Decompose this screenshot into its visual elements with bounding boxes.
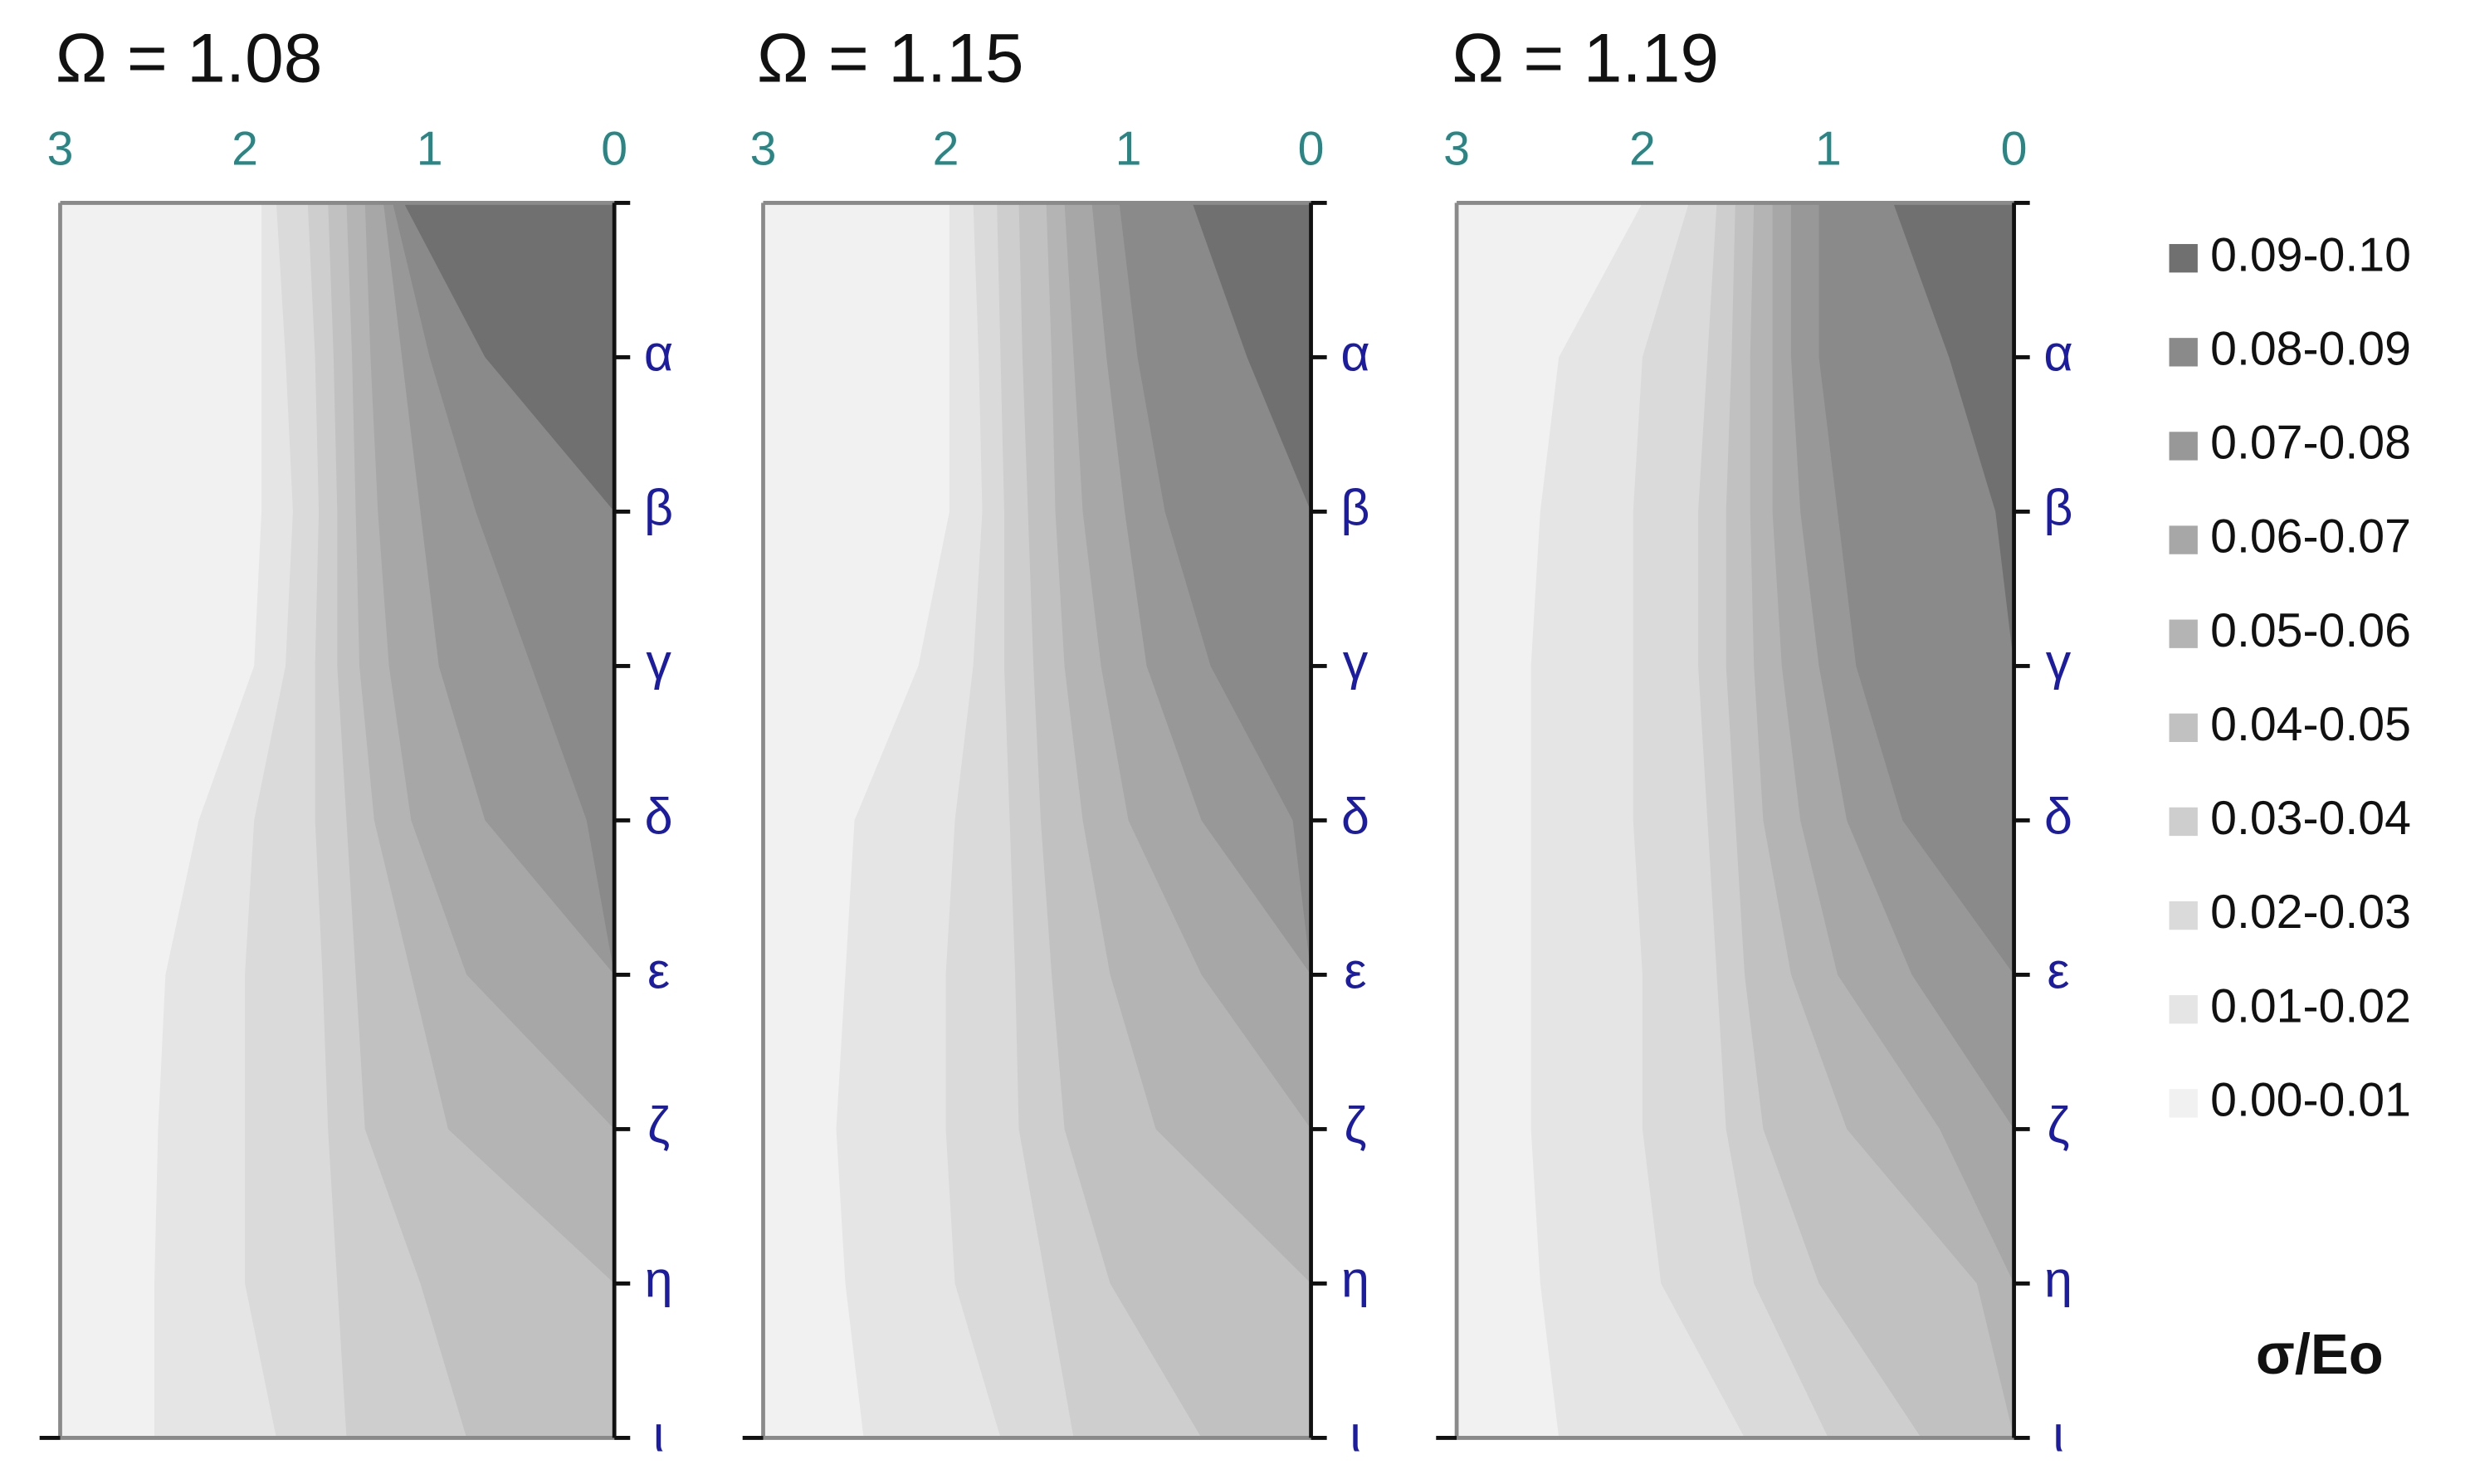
contour-region [393, 203, 615, 1438]
y-tick-label: η [1341, 1252, 1369, 1308]
y-tick-label: η [645, 1252, 673, 1308]
legend-label: 0.00-0.01 [2210, 1073, 2411, 1126]
contour-region [1818, 203, 2014, 1438]
legend-label: 0.01-0.02 [2210, 979, 2411, 1032]
x-tick-label: 0 [2001, 123, 2028, 176]
y-tick-label: ε [2047, 943, 2069, 999]
x-tick-label: 3 [750, 123, 777, 176]
legend-label: 0.05-0.06 [2210, 604, 2411, 657]
y-tick-label: β [644, 480, 673, 536]
y-tick-label: β [1340, 480, 1369, 536]
legend-swatch [2169, 619, 2198, 648]
x-tick-label: 1 [1815, 123, 1842, 176]
y-tick-label: α [1340, 325, 1369, 382]
legend-swatch [2169, 901, 2198, 930]
legend-swatch [2169, 338, 2198, 367]
legend-swatch [2169, 807, 2198, 837]
y-tick-label: γ [2046, 634, 2072, 691]
x-tick-label: 0 [601, 123, 627, 176]
contour-region [1893, 203, 2014, 1438]
legend-label: 0.04-0.05 [2210, 698, 2411, 751]
legend-label: 0.09-0.10 [2210, 228, 2411, 281]
x-tick-label: 3 [1443, 123, 1470, 176]
y-tick-label: δ [1341, 788, 1369, 845]
legend-label: 0.06-0.07 [2210, 510, 2411, 564]
x-tick-label: 1 [1115, 123, 1142, 176]
y-tick-label: α [2043, 325, 2072, 382]
legend-label: 0.07-0.08 [2210, 417, 2411, 470]
y-tick-label: δ [2044, 788, 2072, 845]
x-tick-label: 2 [232, 123, 258, 176]
legend-label: 0.02-0.03 [2210, 886, 2411, 939]
y-tick-label: ε [647, 943, 670, 999]
y-tick-label: ι [1350, 1406, 1361, 1462]
y-tick-label: γ [646, 634, 671, 691]
contour-region [1119, 203, 1311, 1438]
y-tick-label: ι [2053, 1406, 2064, 1462]
contour-region [403, 203, 615, 1438]
legend-label: 0.08-0.09 [2210, 322, 2411, 375]
y-tick-label: δ [645, 788, 673, 845]
x-tick-label: 3 [47, 123, 74, 176]
panel-title: Ω = 1.08 [56, 19, 323, 97]
panel-title: Ω = 1.19 [1452, 19, 1719, 97]
y-tick-label: γ [1343, 634, 1369, 691]
legend-swatch [2169, 244, 2198, 273]
contour-region [1192, 203, 1311, 1438]
y-tick-label: ζ [2048, 1097, 2070, 1154]
y-tick-label: α [644, 325, 673, 382]
y-tick-label: ζ [647, 1097, 670, 1154]
x-tick-label: 2 [933, 123, 959, 176]
y-tick-label: ζ [1345, 1097, 1367, 1154]
y-tick-label: ι [653, 1406, 665, 1462]
x-tick-label: 2 [1629, 123, 1656, 176]
x-tick-label: 1 [417, 123, 443, 176]
legend-swatch [2169, 432, 2198, 461]
legend-label: 0.03-0.04 [2210, 792, 2411, 845]
legend-swatch [2169, 995, 2198, 1024]
legend-swatch [2169, 713, 2198, 742]
panel-title: Ω = 1.15 [757, 19, 1024, 97]
x-tick-label: 0 [1298, 123, 1325, 176]
legend-title: σ/Eo [2256, 1322, 2384, 1386]
y-tick-label: β [2043, 480, 2072, 536]
y-tick-label: ε [1344, 943, 1366, 999]
y-tick-label: η [2044, 1252, 2072, 1308]
legend-swatch [2169, 525, 2198, 554]
legend-swatch [2169, 1089, 2198, 1118]
